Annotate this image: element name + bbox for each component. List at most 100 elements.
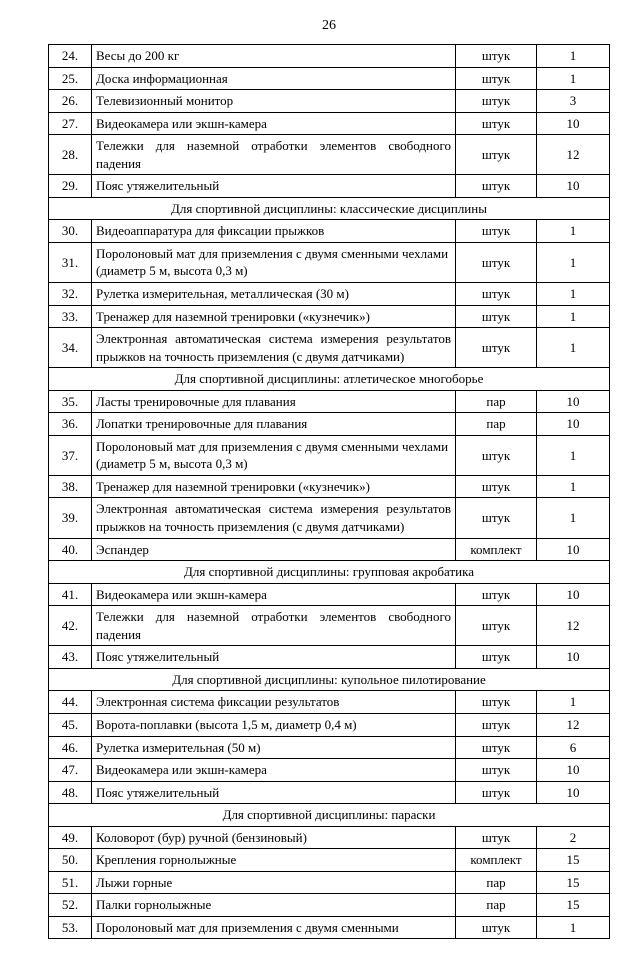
row-quantity: 10 [537, 759, 610, 782]
row-description: Поролоновый мат для приземления с двумя … [92, 435, 456, 475]
row-quantity: 10 [537, 175, 610, 198]
section-header: Для спортивной дисциплины: параски [49, 804, 610, 827]
row-description: Тележки для наземной отработки элементов… [92, 606, 456, 646]
row-number: 40. [49, 538, 92, 561]
row-unit: пар [456, 413, 537, 436]
table-row: 38.Тренажер для наземной тренировки («ку… [49, 475, 610, 498]
row-unit: штук [456, 606, 537, 646]
row-number: 37. [49, 435, 92, 475]
row-quantity: 10 [537, 781, 610, 804]
table-row: 33.Тренажер для наземной тренировки («ку… [49, 305, 610, 328]
table-row: 44.Электронная система фиксации результа… [49, 691, 610, 714]
row-number: 41. [49, 583, 92, 606]
table-row: 28.Тележки для наземной отработки элемен… [49, 135, 610, 175]
row-number: 51. [49, 871, 92, 894]
table-row: 32.Рулетка измерительная, металлическая … [49, 283, 610, 306]
row-quantity: 15 [537, 871, 610, 894]
table-row: Для спортивной дисциплины: классические … [49, 197, 610, 220]
row-quantity: 1 [537, 220, 610, 243]
table-row: 50.Крепления горнолыжныекомплект15 [49, 849, 610, 872]
row-unit: штук [456, 90, 537, 113]
row-number: 44. [49, 691, 92, 714]
row-unit: штук [456, 328, 537, 368]
row-description: Поролоновый мат для приземления с двумя … [92, 916, 456, 939]
row-unit: штук [456, 736, 537, 759]
table-row: 42.Тележки для наземной отработки элемен… [49, 606, 610, 646]
row-quantity: 1 [537, 498, 610, 538]
row-unit: штук [456, 781, 537, 804]
row-description: Видеокамера или экшн-камера [92, 112, 456, 135]
row-description: Рулетка измерительная, металлическая (30… [92, 283, 456, 306]
table-row: 27.Видеокамера или экшн-камераштук10 [49, 112, 610, 135]
row-number: 33. [49, 305, 92, 328]
row-description: Ласты тренировочные для плавания [92, 390, 456, 413]
equipment-table: 24.Весы до 200 кгштук125.Доска информаци… [48, 44, 610, 939]
row-unit: штук [456, 175, 537, 198]
row-quantity: 1 [537, 475, 610, 498]
table-row: 52.Палки горнолыжныепар15 [49, 894, 610, 917]
row-quantity: 15 [537, 894, 610, 917]
row-number: 47. [49, 759, 92, 782]
row-number: 43. [49, 646, 92, 669]
row-description: Видеоаппаратура для фиксации прыжков [92, 220, 456, 243]
row-number: 28. [49, 135, 92, 175]
table-row: 53.Поролоновый мат для приземления с дву… [49, 916, 610, 939]
table-row: Для спортивной дисциплины: купольное пил… [49, 668, 610, 691]
row-unit: штук [456, 759, 537, 782]
row-quantity: 1 [537, 242, 610, 282]
row-quantity: 12 [537, 606, 610, 646]
row-quantity: 10 [537, 538, 610, 561]
row-number: 25. [49, 67, 92, 90]
section-header: Для спортивной дисциплины: групповая акр… [49, 561, 610, 584]
row-description: Рулетка измерительная (50 м) [92, 736, 456, 759]
row-description: Электронная автоматическая система измер… [92, 498, 456, 538]
table-row: 29.Пояс утяжелительныйштук10 [49, 175, 610, 198]
row-description: Телевизионный монитор [92, 90, 456, 113]
row-unit: штук [456, 112, 537, 135]
row-quantity: 1 [537, 45, 610, 68]
row-description: Ворота-поплавки (высота 1,5 м, диаметр 0… [92, 713, 456, 736]
row-description: Тренажер для наземной тренировки («кузне… [92, 475, 456, 498]
table-row: 46.Рулетка измерительная (50 м)штук6 [49, 736, 610, 759]
table-row: 39.Электронная автоматическая система из… [49, 498, 610, 538]
table-row: Для спортивной дисциплины: параски [49, 804, 610, 827]
row-number: 26. [49, 90, 92, 113]
row-number: 27. [49, 112, 92, 135]
row-quantity: 6 [537, 736, 610, 759]
row-quantity: 1 [537, 328, 610, 368]
row-description: Пояс утяжелительный [92, 781, 456, 804]
row-description: Палки горнолыжные [92, 894, 456, 917]
table-row: 25.Доска информационнаяштук1 [49, 67, 610, 90]
row-description: Электронная система фиксации результатов [92, 691, 456, 714]
table-row: 51.Лыжи горныепар15 [49, 871, 610, 894]
row-description: Видеокамера или экшн-камера [92, 759, 456, 782]
table-row: 49.Коловорот (бур) ручной (бензиновый)шт… [49, 826, 610, 849]
table-row: 24.Весы до 200 кгштук1 [49, 45, 610, 68]
row-unit: штук [456, 435, 537, 475]
table-row: 47.Видеокамера или экшн-камераштук10 [49, 759, 610, 782]
row-number: 38. [49, 475, 92, 498]
row-unit: штук [456, 67, 537, 90]
row-number: 46. [49, 736, 92, 759]
row-unit: комплект [456, 538, 537, 561]
row-quantity: 1 [537, 691, 610, 714]
row-quantity: 10 [537, 390, 610, 413]
table-row: Для спортивной дисциплины: атлетическое … [49, 368, 610, 391]
row-unit: штук [456, 475, 537, 498]
row-unit: штук [456, 646, 537, 669]
row-description: Электронная автоматическая система измер… [92, 328, 456, 368]
section-header: Для спортивной дисциплины: купольное пил… [49, 668, 610, 691]
row-description: Поролоновый мат для приземления с двумя … [92, 242, 456, 282]
row-quantity: 10 [537, 583, 610, 606]
section-header: Для спортивной дисциплины: атлетическое … [49, 368, 610, 391]
table-row: 34.Электронная автоматическая система из… [49, 328, 610, 368]
row-quantity: 10 [537, 112, 610, 135]
table-row: Для спортивной дисциплины: групповая акр… [49, 561, 610, 584]
page-number: 26 [48, 18, 610, 34]
row-quantity: 3 [537, 90, 610, 113]
row-unit: штук [456, 691, 537, 714]
row-description: Коловорот (бур) ручной (бензиновый) [92, 826, 456, 849]
row-quantity: 2 [537, 826, 610, 849]
table-row: 30.Видеоаппаратура для фиксации прыжковш… [49, 220, 610, 243]
row-number: 48. [49, 781, 92, 804]
